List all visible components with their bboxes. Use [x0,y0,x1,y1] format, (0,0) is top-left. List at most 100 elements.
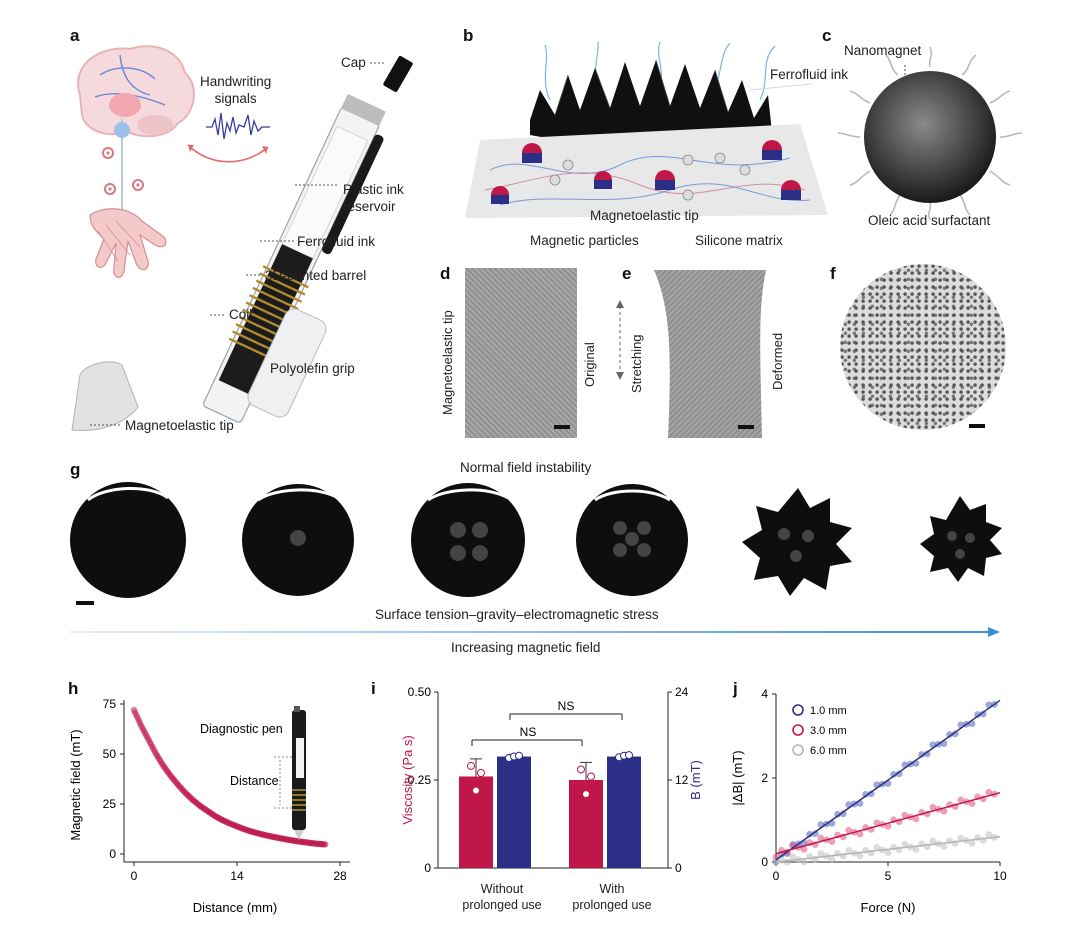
b-legend-matrix: Silicone matrix [695,233,783,248]
j-data-point [895,770,903,778]
stretch-arrow-icon [616,300,624,380]
panel-c-illustration [837,46,1023,220]
droplet-5 [742,488,852,596]
j-legend-label: 6.0 mm [810,745,847,757]
surfactant-chains [837,46,1023,220]
panel-label-b: b [463,26,474,45]
panel-label-c: c [822,26,832,45]
cap [383,56,413,92]
coil-label: Coil [229,307,253,322]
h-ylabel: Magnetic field (mT) [68,729,83,840]
panel-label-i: i [371,679,376,698]
j-data-point [968,800,976,807]
chart-j: 0 2 4 0 5 10 1.0 mm 3.0 mm 6.0 mm Force (N) |ΔB|… [730,687,1007,915]
i-point-viscosity [472,786,480,795]
j-ylabel: |ΔB| (mT) [730,750,745,805]
g-top-label: Normal field instability [460,460,592,475]
i-point-viscosity [477,768,485,777]
j-ytick-label: 2 [761,771,768,785]
j-data-point [929,804,937,811]
scale-bar-e [738,425,754,429]
j-data-point [901,811,909,819]
j-data-point [806,830,813,838]
h-ytick-label: 75 [103,697,117,711]
h-distance-label: Distance [230,774,279,788]
i-ytick-left-label: 0.25 [408,773,432,787]
j-data-point [985,788,993,796]
j-data-point [856,830,864,838]
j-data-point [912,846,920,854]
j-data-point [979,710,987,718]
i-point-field [625,751,633,760]
panel-label-f: f [830,264,836,283]
panel-label-h: h [68,679,79,698]
g-arrow-label: Increasing magnetic field [451,640,601,655]
j-data-point [789,853,797,861]
i-bar-field [607,756,641,868]
droplet-6 [920,496,1002,582]
magnetoelastic-tip [71,361,139,432]
j-data-point [867,790,875,798]
droplet-4 [576,484,688,596]
magnetic-particle-icon [491,140,801,204]
cap-label: Cap [341,55,366,70]
panel-label-g: g [70,460,81,479]
scale-bar-f [969,424,985,428]
j-data-point [811,830,819,838]
c-nanomagnet-label: Nanomagnet [844,43,922,58]
j-data-point [800,845,808,853]
j-data-point [884,822,892,830]
h-xtick-label: 28 [333,869,347,883]
h-ytick-label: 0 [109,847,116,861]
j-xtick-label: 0 [773,869,780,883]
tip-label: Magnetoelastic tip [125,418,234,433]
g-bottom-label: Surface tension–gravity–electromagnetic … [375,607,659,622]
chart-i: 0 0.25 0.50 0 12 24 Viscosity (Pa s) B (mT) N… [400,685,703,875]
h-xtick-label: 14 [230,869,244,883]
j-data-point [951,730,959,738]
i-ylabel-left: Viscosity (Pa s) [400,735,415,824]
j-fit-line [775,699,1001,861]
j-data-point [845,847,853,854]
j-data-point [845,826,853,834]
j-legend-marker [792,744,804,756]
i-ytick-right-label: 24 [675,685,689,699]
j-xtick-label: 5 [885,869,892,883]
j-xtick-label: 10 [993,869,1007,883]
i-point-viscosity [467,761,475,770]
h-ytick-label: 25 [103,797,117,811]
j-data-point [834,810,841,818]
i-point-viscosity [587,772,595,781]
d-state-label: Original [582,342,597,387]
increasing-field-arrow-icon [70,627,1000,637]
feedback-arrow-icon [187,144,269,163]
h-data-point [322,841,329,848]
brain-icon [77,45,195,138]
j-data-point [800,858,808,866]
micrograph-deformed [654,270,766,438]
e-arrow-label: Stretching [629,334,644,393]
h-ytick-label: 50 [103,747,117,761]
ferrofluid-spikes [530,60,772,146]
j-data-point [918,751,925,758]
grip-label: Polyolefin grip [270,361,355,376]
i-cat-2: With prolonged use [572,882,652,912]
j-data-point [912,815,920,823]
micrograph-original [465,268,577,438]
barrel-label: 3D-printed barrel [265,268,367,283]
diagnostic-pen-icon [292,706,306,840]
scale-bar-d [554,425,570,429]
droplet-3 [411,483,525,597]
j-data-point [985,831,993,839]
i-cat-1: Without prolonged use [462,882,542,912]
j-fit-line [775,791,1001,855]
ferrofluid-sequence [70,482,1002,598]
j-data-point [817,850,825,857]
silicone-matrix [465,124,828,218]
j-data-point [873,819,881,827]
chart-h: 0 25 50 75 0 14 28 Distance (mm) Magnetic fiel… [68,697,350,915]
j-legend-marker [792,724,804,736]
j-data-point [856,852,864,860]
i-point-field [515,751,523,760]
handwriting-signal-icon [206,112,270,140]
